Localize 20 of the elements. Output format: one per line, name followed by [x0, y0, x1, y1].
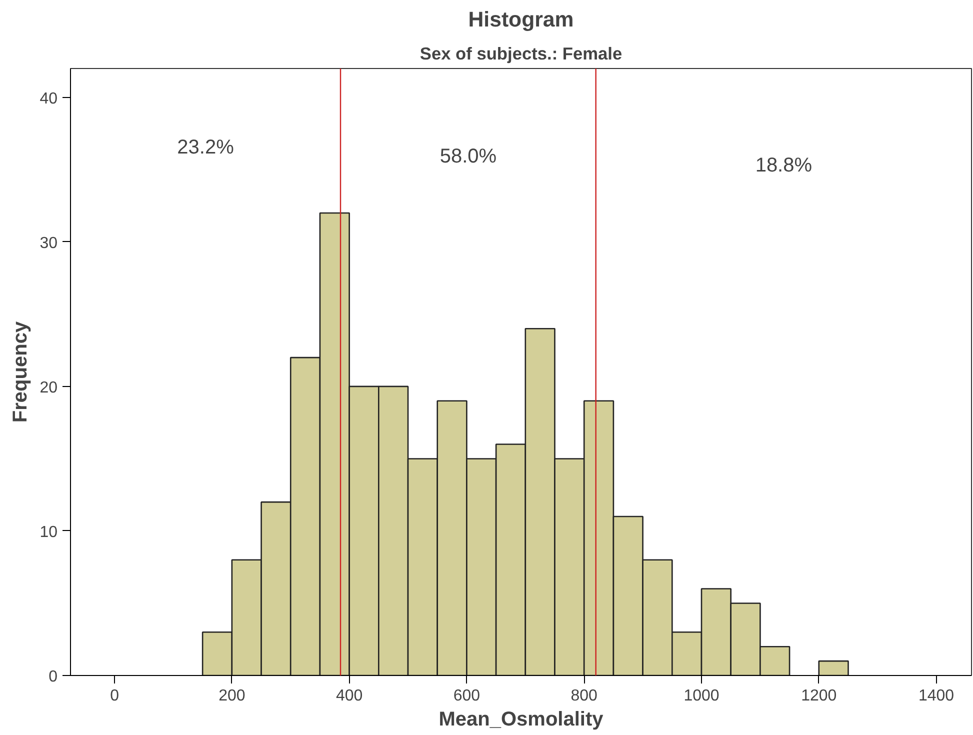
x-tick-label: 0 [110, 688, 120, 704]
x-tick-label: 600 [453, 688, 480, 704]
x-tick-label: 1000 [684, 688, 720, 704]
annotation: 58.0% [440, 146, 497, 168]
chart-title: Histogram [468, 8, 574, 32]
chart-subtitle: Sex of subjects.: Female [420, 44, 622, 64]
y-tick-label: 20 [40, 379, 58, 396]
annotation: 23.2% [177, 136, 234, 158]
x-tick-label: 200 [218, 688, 246, 704]
x-tick-label: 400 [336, 688, 363, 704]
x-tick-label: 1200 [801, 688, 837, 704]
y-tick-label: 0 [48, 668, 58, 686]
y-axis-title: Frequency [10, 320, 32, 423]
y-tick-label: 30 [40, 234, 58, 252]
y-tick-label: 40 [40, 90, 58, 108]
y-tick-label: 10 [40, 524, 58, 541]
x-axis-title: Mean_Osmolality [438, 708, 604, 730]
x-tick-label: 800 [570, 688, 598, 704]
annotation: 18.8% [755, 154, 812, 177]
x-tick-label: 1400 [918, 688, 954, 704]
